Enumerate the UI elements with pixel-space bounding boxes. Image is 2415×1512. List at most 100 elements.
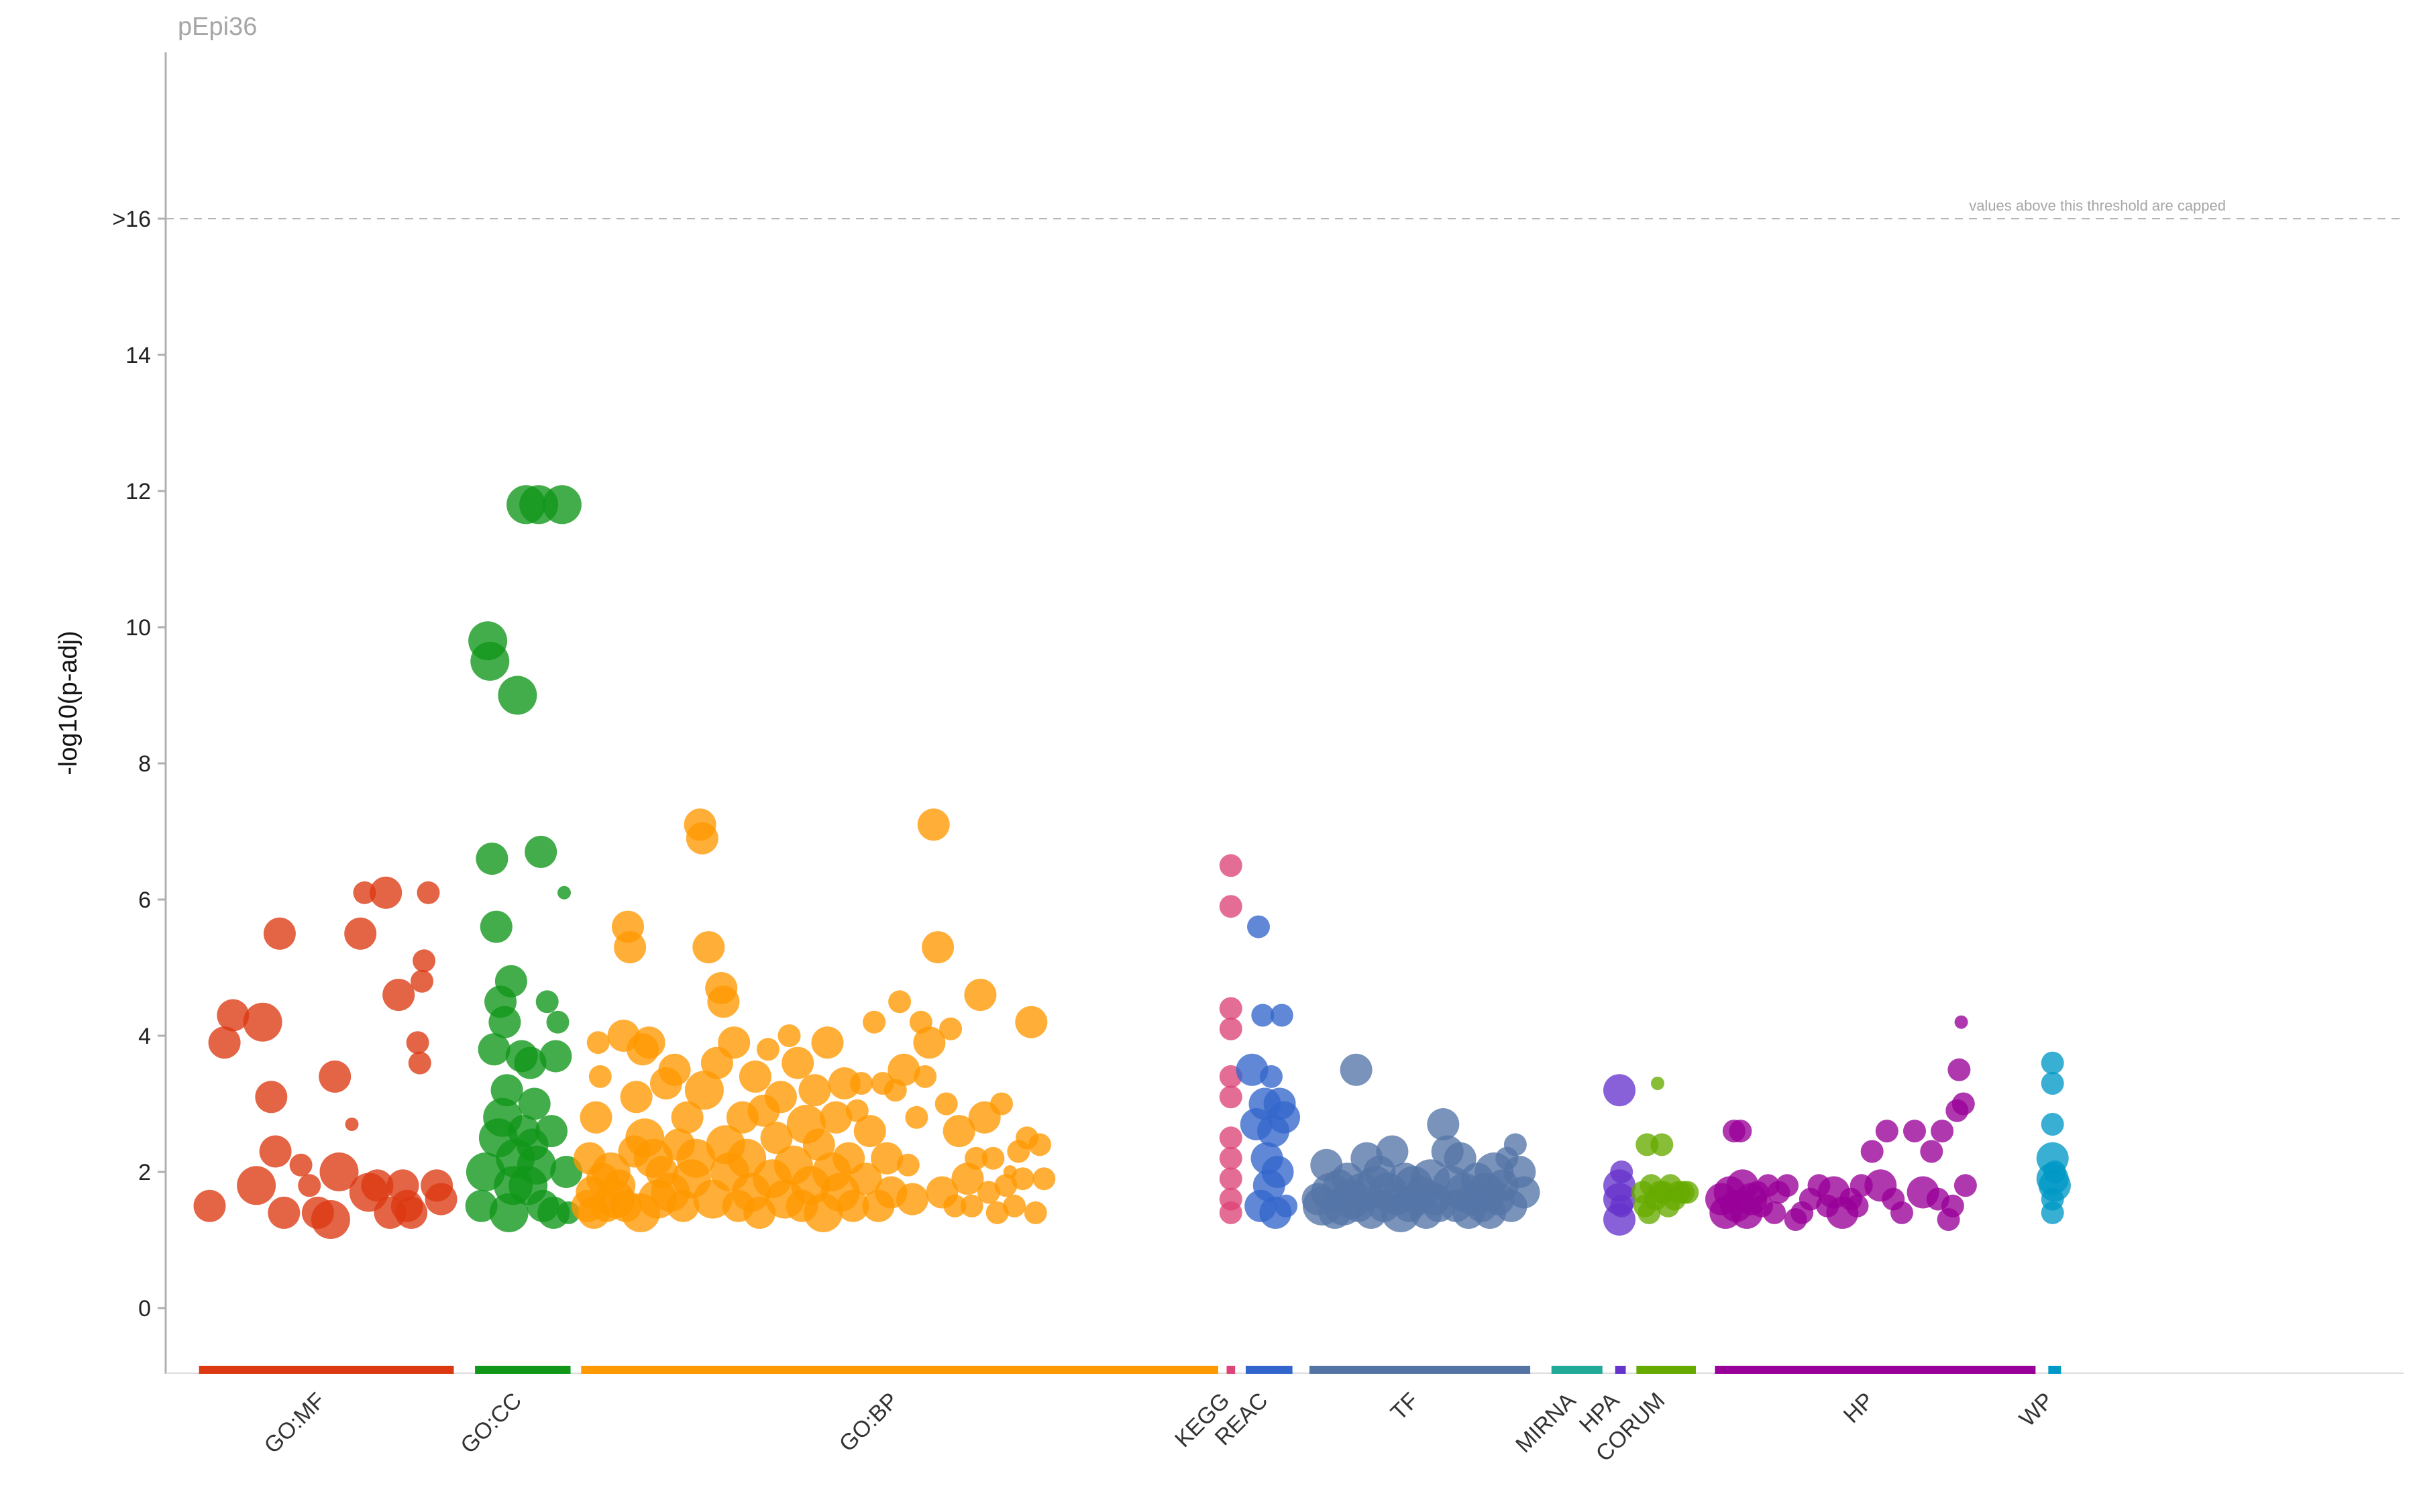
data-point <box>311 1200 350 1239</box>
y-tick-label: 12 <box>125 479 151 504</box>
source-bar <box>1226 1366 1236 1374</box>
source-bar <box>1636 1366 1696 1374</box>
data-point <box>2041 1201 2064 1224</box>
data-point <box>546 1010 570 1034</box>
data-point <box>411 969 433 993</box>
data-points <box>193 485 2071 1239</box>
data-point <box>425 1183 458 1216</box>
data-point <box>853 1115 886 1148</box>
source-bar <box>1245 1366 1293 1374</box>
data-point <box>939 1017 963 1040</box>
y-tick-label: 14 <box>125 343 151 368</box>
data-point <box>1015 1006 1048 1038</box>
source-label: HP <box>1839 1388 1879 1428</box>
data-point <box>345 1118 359 1131</box>
data-point <box>361 1169 394 1202</box>
data-point <box>1954 1015 1968 1029</box>
data-point <box>850 1072 873 1095</box>
data-point <box>557 885 571 900</box>
source-bar <box>475 1366 571 1374</box>
y-tick-label: 10 <box>125 615 151 641</box>
data-point <box>756 1038 780 1061</box>
data-point <box>1890 1201 1913 1224</box>
data-point <box>550 1156 583 1188</box>
data-point <box>820 1101 853 1134</box>
data-point <box>580 1101 612 1134</box>
y-tick-label: 0 <box>138 1296 151 1321</box>
y-tick-label: 6 <box>138 887 151 913</box>
data-point <box>811 1026 844 1059</box>
data-point <box>777 1024 801 1047</box>
data-point <box>480 910 513 943</box>
data-point <box>990 1092 1013 1116</box>
y-tick-label: 2 <box>138 1160 151 1185</box>
data-point <box>1427 1108 1460 1140</box>
y-axis-label: -log10(p-adj) <box>54 631 83 775</box>
source-bar <box>2048 1366 2061 1374</box>
data-point <box>298 1174 321 1197</box>
data-point <box>871 1142 904 1175</box>
data-point <box>535 1115 568 1148</box>
cap-threshold-note: values above this threshold are capped <box>1969 197 2226 214</box>
source-bar <box>199 1366 454 1374</box>
data-point <box>1941 1194 1964 1218</box>
data-point <box>1028 1133 1051 1156</box>
data-point <box>588 1065 612 1088</box>
data-point <box>1219 1201 1242 1224</box>
data-point <box>620 1081 653 1114</box>
source-label: TF <box>1386 1388 1424 1425</box>
data-point <box>896 1153 920 1177</box>
data-point <box>494 965 527 997</box>
chart-title: pEpi36 <box>178 13 257 41</box>
data-point <box>193 1189 226 1222</box>
data-point <box>2038 1169 2071 1202</box>
data-point <box>542 485 582 525</box>
source-label: GO:CC <box>455 1388 527 1459</box>
data-point <box>289 1153 313 1177</box>
data-point <box>1610 1194 1633 1218</box>
data-point <box>905 1105 928 1129</box>
data-point <box>964 979 997 1012</box>
data-point <box>1610 1160 1633 1183</box>
data-point <box>981 1146 1005 1170</box>
data-point <box>263 917 296 950</box>
data-point <box>417 881 440 904</box>
data-point <box>1261 1156 1294 1188</box>
data-point <box>255 1081 288 1114</box>
data-point <box>764 1081 797 1114</box>
source-bar <box>1715 1366 2036 1374</box>
data-point <box>2041 1072 2064 1095</box>
data-point <box>476 843 508 875</box>
data-point <box>1507 1176 1540 1209</box>
data-point <box>395 1196 428 1229</box>
data-point <box>1920 1140 1943 1163</box>
data-point <box>658 1053 691 1086</box>
data-point <box>586 1031 610 1055</box>
data-point <box>319 1060 352 1093</box>
data-point <box>1247 915 1270 938</box>
source-label: MIRNA <box>1511 1388 1581 1458</box>
data-point <box>1219 1085 1242 1109</box>
y-tick-label: >16 <box>112 207 151 232</box>
data-point <box>1219 997 1242 1020</box>
data-point <box>960 1194 983 1218</box>
data-point <box>863 1010 886 1034</box>
data-point <box>686 822 718 855</box>
data-point <box>1003 1194 1026 1218</box>
data-point <box>828 1067 861 1099</box>
data-point <box>488 1006 521 1038</box>
data-point <box>1860 1140 1884 1163</box>
data-point <box>1260 1065 1283 1088</box>
data-point <box>237 1166 276 1205</box>
source-bar <box>1551 1366 1603 1374</box>
data-point <box>913 1026 946 1059</box>
data-point <box>1251 1004 1275 1027</box>
data-point <box>1729 1120 1752 1143</box>
data-point <box>965 1146 987 1170</box>
data-point <box>465 1189 498 1222</box>
data-point <box>1219 1167 1242 1191</box>
data-point <box>934 1092 958 1116</box>
source-label: GO:BP <box>835 1388 904 1457</box>
data-point <box>896 1183 929 1216</box>
data-point <box>1903 1120 1926 1143</box>
